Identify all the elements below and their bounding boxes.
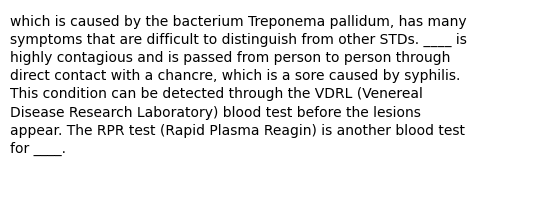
Text: which is caused by the bacterium Treponema pallidum, has many
symptoms that are : which is caused by the bacterium Trepone… [10,15,467,156]
